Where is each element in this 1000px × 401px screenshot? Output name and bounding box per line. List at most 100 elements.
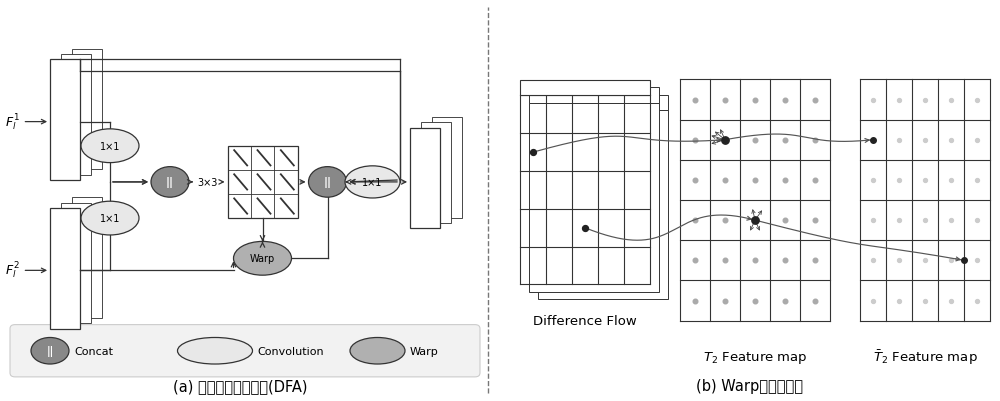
Point — [807, 177, 823, 184]
Point — [807, 298, 823, 304]
Point — [865, 298, 881, 304]
Point — [777, 177, 793, 184]
Text: 1×1: 1×1 — [100, 142, 120, 151]
Point — [891, 257, 907, 264]
Ellipse shape — [345, 166, 400, 198]
Text: Concat: Concat — [74, 346, 113, 356]
Text: Difference Flow: Difference Flow — [533, 314, 637, 327]
Text: $F_l^1$: $F_l^1$ — [5, 112, 20, 132]
Text: 3×3: 3×3 — [197, 178, 218, 187]
Point — [865, 137, 881, 144]
Point — [891, 177, 907, 184]
Text: $\bar{T}_2$ Feature map: $\bar{T}_2$ Feature map — [873, 348, 977, 366]
Polygon shape — [50, 209, 80, 329]
Text: (b) Warp重采样过程: (b) Warp重采样过程 — [696, 378, 804, 393]
Point — [687, 137, 703, 144]
Point — [777, 257, 793, 264]
Polygon shape — [72, 50, 102, 170]
Point — [747, 137, 763, 144]
Point — [917, 217, 933, 224]
Point — [687, 298, 703, 304]
Point — [865, 217, 881, 224]
Point — [969, 137, 985, 144]
Point — [865, 177, 881, 184]
Point — [717, 137, 733, 144]
Point — [807, 217, 823, 224]
Polygon shape — [529, 103, 659, 292]
Ellipse shape — [234, 242, 292, 275]
FancyBboxPatch shape — [10, 325, 480, 377]
Point — [747, 177, 763, 184]
Point — [717, 97, 733, 103]
Polygon shape — [72, 198, 102, 318]
Point — [717, 137, 733, 144]
Point — [943, 217, 959, 224]
Ellipse shape — [308, 167, 347, 198]
Text: ||: || — [166, 177, 174, 188]
Point — [747, 257, 763, 264]
Point — [777, 217, 793, 224]
Point — [717, 177, 733, 184]
Polygon shape — [432, 118, 462, 218]
Point — [865, 137, 881, 144]
Polygon shape — [538, 111, 668, 299]
Text: Warp: Warp — [410, 346, 439, 356]
Point — [865, 97, 881, 103]
Point — [865, 257, 881, 264]
Point — [687, 217, 703, 224]
Point — [717, 298, 733, 304]
Polygon shape — [538, 95, 668, 111]
Text: ||: || — [324, 177, 332, 188]
Point — [943, 97, 959, 103]
Point — [969, 177, 985, 184]
Point — [777, 137, 793, 144]
Point — [969, 257, 985, 264]
Point — [747, 97, 763, 103]
Polygon shape — [61, 55, 91, 175]
Polygon shape — [421, 123, 451, 223]
Point — [687, 257, 703, 264]
Point — [891, 97, 907, 103]
Point — [525, 150, 541, 156]
Text: 1×1: 1×1 — [362, 178, 383, 187]
Text: 1×1: 1×1 — [100, 214, 120, 223]
Ellipse shape — [81, 202, 139, 235]
Point — [956, 257, 972, 264]
Point — [687, 177, 703, 184]
Point — [891, 217, 907, 224]
Point — [747, 298, 763, 304]
Point — [969, 97, 985, 103]
Point — [717, 257, 733, 264]
Ellipse shape — [81, 130, 139, 163]
Point — [807, 137, 823, 144]
Text: $F_l^2$: $F_l^2$ — [5, 261, 20, 281]
Polygon shape — [410, 128, 440, 229]
Polygon shape — [529, 88, 659, 103]
Point — [969, 298, 985, 304]
Text: Convolution: Convolution — [258, 346, 324, 356]
Point — [917, 137, 933, 144]
Polygon shape — [228, 146, 298, 219]
Point — [943, 298, 959, 304]
Point — [807, 97, 823, 103]
Point — [917, 298, 933, 304]
Point — [687, 97, 703, 103]
Point — [777, 298, 793, 304]
Point — [747, 217, 763, 224]
Point — [943, 137, 959, 144]
Ellipse shape — [151, 167, 189, 198]
Ellipse shape — [350, 338, 405, 364]
Point — [891, 298, 907, 304]
Ellipse shape — [178, 338, 252, 364]
Text: $T_2$ Feature map: $T_2$ Feature map — [703, 349, 807, 365]
Point — [891, 137, 907, 144]
Text: (a) 差异特征对齐模块(DFA): (a) 差异特征对齐模块(DFA) — [173, 378, 307, 393]
Text: ||: || — [46, 345, 54, 356]
Point — [807, 257, 823, 264]
Point — [777, 97, 793, 103]
Polygon shape — [520, 81, 650, 96]
Polygon shape — [50, 60, 80, 180]
Point — [917, 177, 933, 184]
Polygon shape — [61, 203, 91, 324]
Ellipse shape — [31, 338, 69, 364]
